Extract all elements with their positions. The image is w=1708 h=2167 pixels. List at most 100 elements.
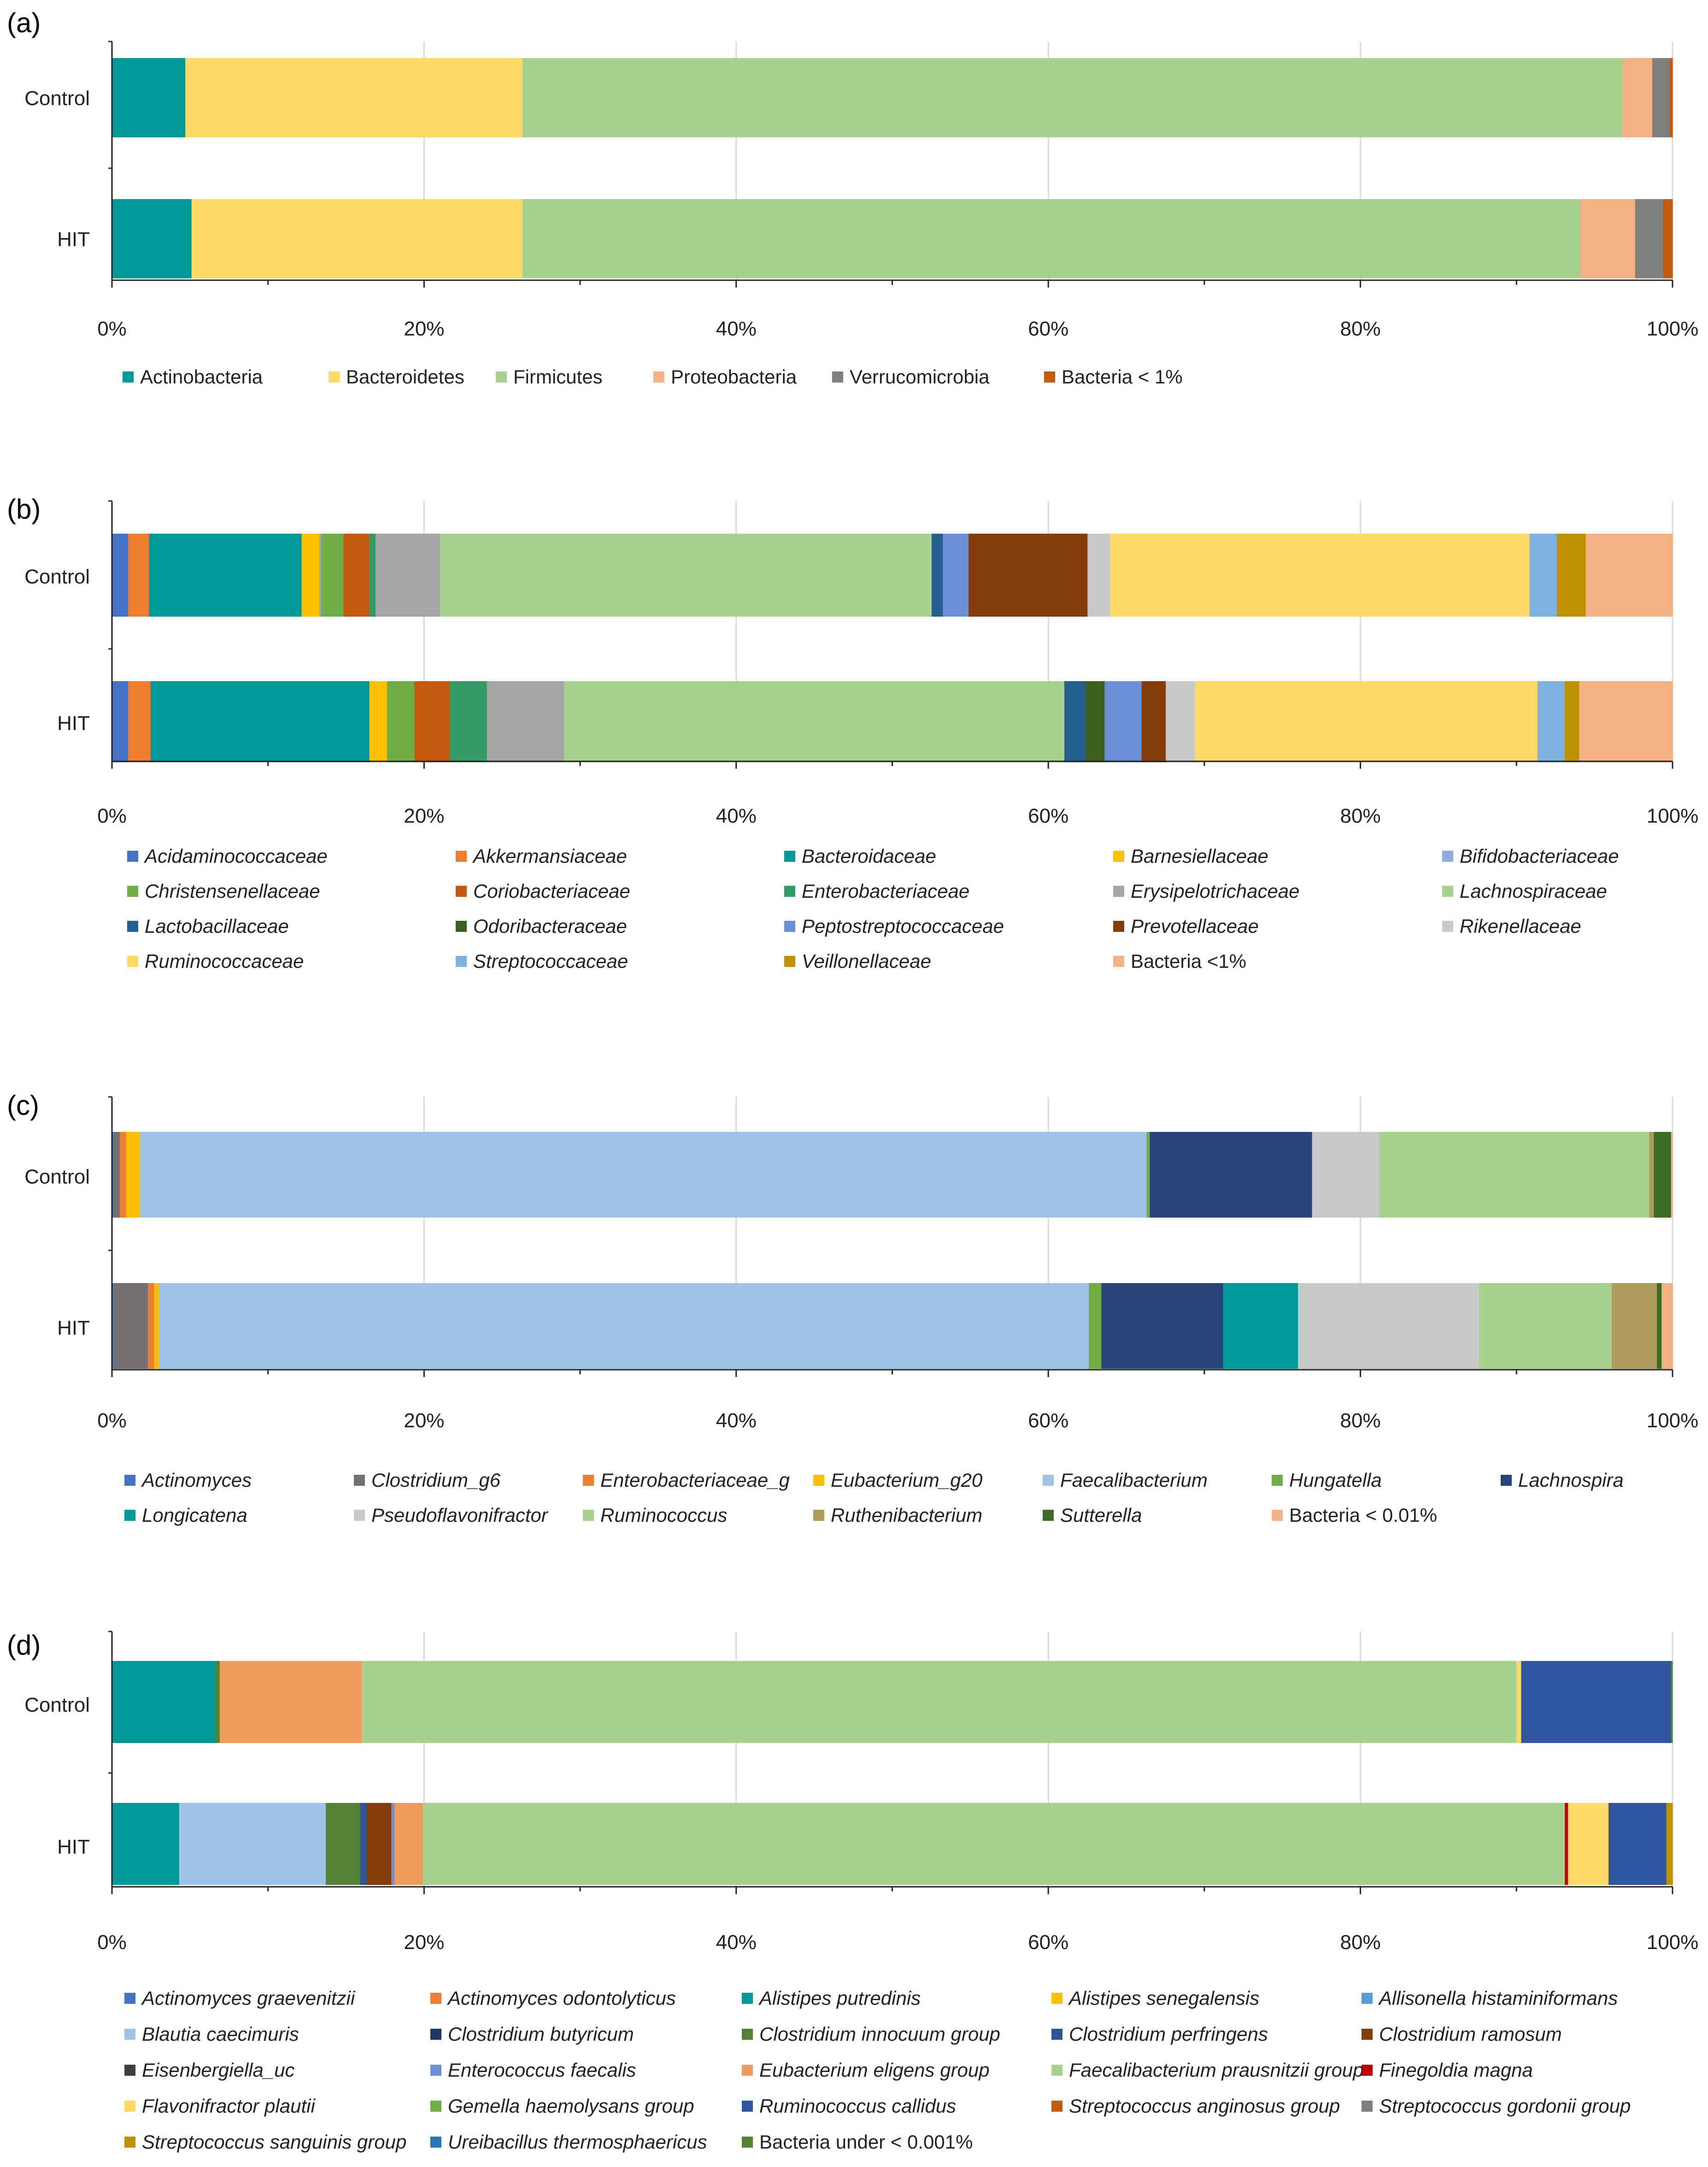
panel-a-tick-label: 100%: [1647, 318, 1699, 340]
panel-c-legend-swatch: [1043, 1475, 1054, 1486]
panel-b-tick-label: 40%: [716, 805, 757, 827]
panel-d-legend-label: Streptococcus sanguinis group: [142, 2131, 406, 2153]
panel-b-bar-control-seg-0: [112, 534, 129, 617]
panel-d-legend-label: Clostridium perfringens: [1069, 2023, 1268, 2045]
panel-a-bar-control-seg-4: [1652, 58, 1670, 137]
panel-d-legend-label: Actinomyces graevenitzii: [141, 1987, 356, 2009]
panel-b-bar-control-seg-10: [931, 534, 943, 617]
panel-c-legend-label: Ruminococcus: [600, 1504, 727, 1526]
panel-b-legend-swatch: [1113, 956, 1124, 967]
panel-d-legend-swatch: [1051, 2029, 1062, 2040]
panel-c-bar-control-seg-3: [126, 1132, 141, 1218]
panel-b-bar-control-seg-12: [943, 534, 969, 617]
panel-b: (b) Control HIT 0% 20% 40% 60% 80% 100% Acidamino…: [7, 494, 1698, 972]
panel-b-bar-control-seg-13: [968, 534, 1088, 617]
panel-b-bar-control-seg-1: [128, 534, 149, 617]
panel-b-bar-hit-seg-14: [1166, 681, 1195, 762]
panel-a-category-control: Control: [24, 87, 90, 110]
panel-a-tick-label: 60%: [1028, 318, 1068, 340]
panel-d-legend-label: Ureibacillus thermosphaericus: [448, 2131, 707, 2153]
panel-c-legend-label: Longicatena: [142, 1504, 247, 1526]
panel-c-bar-hit-seg-4: [158, 1283, 1089, 1369]
panel-c-legend-label: Pseudoflavonifractor: [371, 1504, 549, 1526]
panel-b-bar-control-seg-16: [1529, 534, 1557, 617]
panel-c-legend-label: Clostridium_g6: [371, 1469, 501, 1491]
panel-b-bar-control-seg-7: [369, 534, 376, 617]
panel-a-legend: Actinobacteria Bacteroidetes Firmicutes Pro…: [123, 366, 1183, 388]
panel-d-label: (d): [7, 1630, 41, 1661]
panel-d-bar-hit-seg-8: [360, 1803, 367, 1885]
panel-b-legend-label: Erysipelotrichaceae: [1131, 880, 1300, 902]
panel-b-bar-hit-seg-3: [369, 681, 387, 762]
panel-a-bar-hit-seg-3: [1580, 199, 1636, 278]
panel-d-category-hit: HIT: [57, 1836, 90, 1858]
panel-d-legend-swatch: [124, 2065, 135, 2076]
panel-a-bar-control-seg-2: [522, 58, 1623, 137]
panel-b-tick-label: 60%: [1028, 805, 1068, 827]
panel-d-legend-label: Streptococcus anginosus group: [1069, 2095, 1340, 2117]
panel-c-bar-control-seg-1: [113, 1132, 120, 1218]
panel-b-legend-label: Ruminococcaceae: [145, 950, 304, 972]
panel-d-legend-swatch: [430, 2137, 441, 2148]
panel-a-legend-swatch: [832, 371, 843, 383]
panel-d-legend-swatch: [430, 1993, 441, 2004]
panel-a-label: (a): [7, 7, 41, 38]
panel-d-bar-hit-seg-9: [366, 1803, 392, 1885]
panel-d-legend-swatch: [124, 1993, 135, 2004]
panel-d-category-control: Control: [24, 1694, 90, 1716]
panel-d-tick-label: 60%: [1028, 1931, 1068, 1954]
panel-b-bar-control-seg-8: [376, 534, 440, 617]
panel-b-legend-swatch: [127, 921, 138, 932]
panel-b-bar-hit-seg-8: [487, 681, 564, 762]
panel-b-tick-label: 100%: [1647, 805, 1699, 827]
panel-b-bar-hit-seg-16: [1537, 681, 1565, 762]
panel-b-bar-control-seg-5: [321, 534, 344, 617]
panel-d-legend-swatch: [430, 2101, 441, 2112]
panel-b-tick-label: 20%: [404, 805, 444, 827]
panel-b-bar-hit-seg-1: [128, 681, 151, 762]
panel-d-legend-swatch: [1051, 1993, 1062, 2004]
panel-b-bar-control-seg-17: [1556, 534, 1586, 617]
panel-d-bar-hit-seg-2: [112, 1803, 180, 1885]
panel-c-bar-control-seg-9: [1379, 1132, 1649, 1218]
panel-c-legend-label: Sutterella: [1060, 1504, 1142, 1526]
panel-c-legend-label: Hungatella: [1289, 1469, 1382, 1491]
panel-d-legend-swatch: [124, 2029, 135, 2040]
panel-b-legend-swatch: [1113, 851, 1124, 862]
panel-d-bar-hit-seg-20: [1666, 1803, 1673, 1885]
panel-d-bar-hit-seg-12: [394, 1803, 423, 1885]
panel-b-bar-control-seg-9: [440, 534, 932, 617]
panel-d-legend-swatch: [742, 2065, 753, 2076]
panel-a-bar-hit-seg-2: [522, 199, 1581, 278]
panel-d-legend-label: Ruminococcus callidus: [759, 2095, 956, 2117]
panel-b-legend-label: Akkermansiaceae: [472, 845, 627, 867]
panel-c-bar-control-seg-11: [1654, 1132, 1672, 1218]
panel-c-legend-swatch: [354, 1475, 365, 1486]
panel-a-legend-label: Proteobacteria: [671, 366, 797, 388]
panel-c-bar-hit-seg-8: [1298, 1283, 1479, 1369]
panel-b-legend-swatch: [1113, 921, 1124, 932]
panel-d-legend-label: Gemella haemolysans group: [448, 2095, 694, 2117]
panel-b-legend-label: Rikenellaceae: [1460, 915, 1581, 937]
panel-d-legend-swatch: [430, 2029, 441, 2040]
panel-c-legend-label: Ruthenibacterium: [831, 1504, 982, 1526]
panel-c-legend-label: Bacteria < 0.01%: [1289, 1504, 1437, 1526]
panel-b-bar-hit-seg-18: [1579, 681, 1673, 762]
panel-c-legend-swatch: [583, 1475, 594, 1486]
panel-c-bar-hit-seg-2: [147, 1283, 154, 1369]
panel-d-legend-swatch: [430, 2065, 441, 2076]
panel-d-legend-label: Eubacterium eligens group: [759, 2059, 990, 2081]
panel-c-legend-swatch: [1272, 1510, 1283, 1521]
panel-b-bar-control-seg-4: [319, 534, 321, 617]
panel-b-legend: Acidaminococcaceae Akkermansiaceae Bactero…: [127, 845, 1619, 972]
panel-d-bar-hit-seg-17: [1608, 1803, 1667, 1885]
panel-a-legend-label: Bacteria < 1%: [1062, 366, 1183, 388]
panel-c-bar-hit-seg-9: [1479, 1283, 1612, 1369]
panel-d-legend: Actinomyces graevenitzii Actinomyces odon…: [124, 1987, 1631, 2153]
panel-b-category-control: Control: [24, 565, 90, 588]
panel-b-legend-swatch: [784, 851, 795, 862]
panel-b-legend-swatch: [784, 956, 795, 967]
panel-d-legend-swatch: [1362, 2029, 1373, 2040]
panel-d-legend-label: Alistipes putredinis: [758, 1987, 921, 2009]
